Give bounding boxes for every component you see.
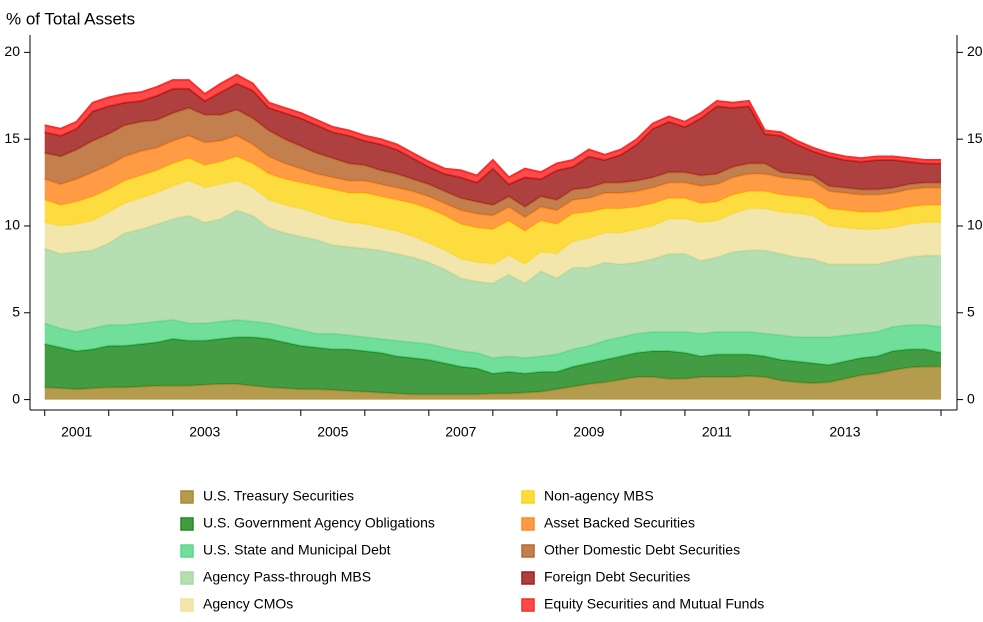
- legend-swatch: [521, 544, 535, 558]
- legend-label: Foreign Debt Securities: [544, 569, 690, 585]
- y-tick-label: 5: [12, 303, 20, 319]
- legend-item: Asset Backed Securities: [521, 515, 695, 531]
- legend-swatch: [180, 544, 194, 558]
- y-tick-label: 0: [12, 390, 20, 406]
- x-tick-label: 2013: [829, 424, 860, 440]
- y-tick-label-right: 20: [967, 43, 983, 59]
- y-tick-label-right: 5: [967, 303, 975, 319]
- legend-label: U.S. Treasury Securities: [203, 488, 354, 504]
- legend-item: U.S. Government Agency Obligations: [180, 515, 435, 531]
- legend-swatch: [521, 490, 535, 504]
- legend-item: Other Domestic Debt Securities: [521, 542, 740, 558]
- area: [44, 83, 941, 207]
- x-tick-label: 2009: [573, 424, 604, 440]
- area: [44, 135, 941, 232]
- area: [44, 74, 941, 185]
- legend-item: Foreign Debt Securities: [521, 569, 690, 585]
- area: [44, 107, 941, 218]
- legend-swatch: [180, 490, 194, 504]
- legend-label: U.S. State and Municipal Debt: [203, 542, 391, 558]
- legend-label: Equity Securities and Mutual Funds: [544, 596, 764, 612]
- y-axis-title: % of Total Assets: [6, 9, 135, 28]
- legend-item: Agency Pass-through MBS: [180, 569, 371, 585]
- legend-label: Other Domestic Debt Securities: [544, 542, 740, 558]
- legend-item: Equity Securities and Mutual Funds: [521, 596, 764, 612]
- y-tick-label: 20: [4, 43, 20, 59]
- y-tick-label-right: 0: [967, 390, 975, 406]
- area: [44, 156, 941, 265]
- x-tick-label: 2001: [61, 424, 92, 440]
- legend-label: Asset Backed Securities: [544, 515, 695, 531]
- x-tick-label: 2011: [702, 424, 732, 440]
- legend-label: U.S. Government Agency Obligations: [203, 515, 435, 531]
- x-tick-label: 2005: [317, 424, 348, 440]
- area: [44, 180, 941, 284]
- legend-swatch: [180, 598, 194, 612]
- y-tick-label-right: 10: [967, 217, 983, 233]
- area: [44, 366, 941, 400]
- y-tick-label: 10: [4, 217, 20, 233]
- legend-label: Agency CMOs: [203, 596, 293, 612]
- area-edge: [44, 73, 941, 179]
- legend-swatch: [521, 598, 535, 612]
- y-tick-label-right: 15: [967, 130, 983, 146]
- legend-swatch: [180, 517, 194, 531]
- area: [44, 337, 941, 395]
- legend-label: Agency Pass-through MBS: [203, 569, 371, 585]
- legend-item: U.S. Treasury Securities: [180, 488, 354, 504]
- x-tick-label: 2003: [189, 424, 220, 440]
- area: [44, 319, 941, 374]
- y-tick-label: 15: [4, 130, 20, 146]
- legend-item: U.S. State and Municipal Debt: [180, 542, 391, 558]
- legend-swatch: [521, 517, 535, 531]
- legend-label: Non-agency MBS: [544, 488, 654, 504]
- legend-item: Agency CMOs: [180, 596, 293, 612]
- legend-item: Non-agency MBS: [521, 488, 654, 504]
- legend-swatch: [180, 571, 194, 585]
- legend-swatch: [521, 571, 535, 585]
- x-tick-label: 2007: [445, 424, 476, 440]
